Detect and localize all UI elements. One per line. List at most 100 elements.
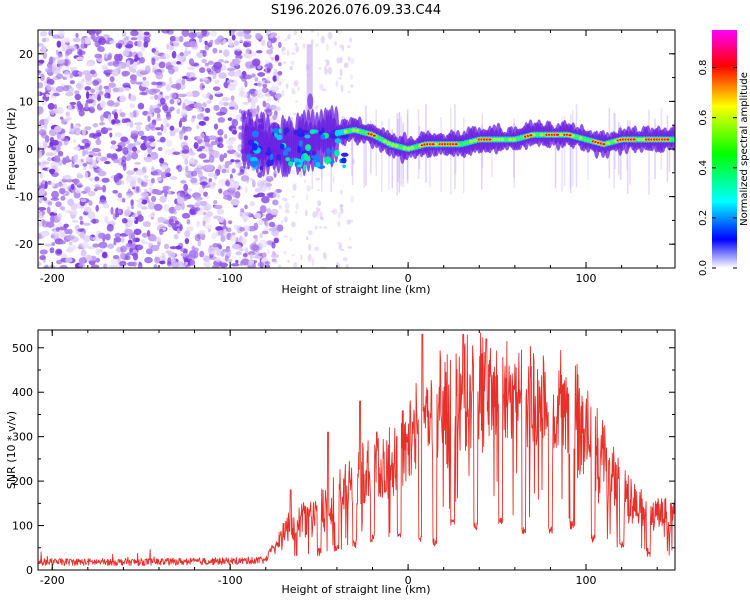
spectrogram-faint-speckle	[265, 220, 270, 229]
spectrogram-noise-speckle	[40, 45, 47, 53]
spectrogram-faint-speckle	[293, 261, 298, 268]
spectrogram-noise-speckle	[56, 249, 63, 255]
spectrogram-noise-speckle	[88, 134, 94, 139]
snr-ytick-label: 400	[12, 386, 33, 399]
spectrogram-noise-speckle	[169, 40, 173, 46]
spectrogram-noise-speckle	[134, 244, 144, 251]
spectrogram-noise-speckle	[203, 203, 212, 211]
spectrogram-noise-speckle	[45, 93, 50, 98]
spectrogram-noise-speckle	[243, 42, 252, 48]
spectrogram-faint-speckle	[273, 68, 278, 76]
spectrogram-noise-speckle	[234, 104, 239, 111]
spectrogram-noise-speckle	[181, 212, 191, 219]
spectrogram-noise-speckle	[103, 85, 110, 90]
spectrogram-faint-speckle	[337, 262, 340, 268]
spectrogram-noise-speckle	[53, 209, 58, 214]
spectrogram-noise-speckle	[38, 233, 43, 240]
spectrogram-noise-speckle	[113, 112, 118, 120]
spectrogram-noise-speckle	[91, 147, 101, 153]
spectrogram-noise-speckle	[57, 150, 64, 157]
spectrogram-noise-speckle	[52, 235, 58, 239]
spectrogram-faint-speckle	[266, 249, 270, 254]
spectrogram-noise-speckle	[242, 252, 248, 258]
spectrogram-noise-speckle	[213, 204, 223, 210]
spectrogram-noise-speckle	[150, 244, 160, 252]
spectrogram-noise-speckle	[257, 80, 262, 88]
spectrogram-noise-speckle	[46, 77, 51, 82]
spectrogram-streak	[363, 126, 365, 188]
spectrogram-noise-speckle	[135, 169, 145, 176]
spectrogram-noise-speckle	[151, 195, 157, 203]
spectrogram-noise-speckle	[167, 190, 172, 195]
spectrogram-noise-speckle	[193, 142, 199, 150]
spectrogram-tone-blob	[297, 145, 301, 154]
spectrogram-noise-speckle	[249, 201, 255, 207]
spectrogram-noise-speckle	[274, 54, 280, 62]
spectrogram-noise-speckle	[123, 208, 132, 217]
spectrogram-noise-speckle	[213, 91, 222, 95]
spectrogram-noise-speckle	[207, 227, 212, 233]
spectrogram-noise-speckle	[143, 175, 149, 179]
spectrogram-faint-speckle	[337, 30, 343, 34]
spectrogram-faint-speckle	[320, 35, 325, 44]
spectrogram-noise-speckle	[234, 244, 242, 250]
spectrogram-noise-speckle	[124, 44, 134, 49]
spectrogram-noise-speckle	[199, 250, 205, 258]
spectrogram-noise-speckle	[209, 39, 214, 45]
spectrogram-noise-speckle	[184, 158, 189, 165]
spectrogram-tone-blob	[334, 138, 342, 144]
spectrogram-faint-speckle	[268, 35, 274, 39]
spectrogram-noise-speckle	[213, 123, 219, 130]
spectrogram-noise-speckle	[165, 83, 171, 92]
spectrogram-noise-speckle	[136, 40, 142, 48]
spectrogram-noise-speckle	[169, 216, 178, 222]
spectrogram-faint-speckle	[339, 204, 344, 208]
spectrogram-noise-speckle	[117, 209, 122, 214]
spectrogram-tone-red	[529, 134, 533, 137]
spectrogram-noise-speckle	[159, 136, 166, 143]
spectrogram-noise-speckle	[241, 237, 247, 245]
spectrogram-noise-speckle	[126, 170, 135, 176]
spectrogram-noise-speckle	[153, 107, 161, 114]
spectrogram-noise-speckle	[84, 86, 92, 91]
spectrogram-noise-speckle	[237, 172, 242, 176]
spectrogram-noise-speckle	[127, 217, 136, 222]
snr-line-area	[38, 332, 675, 567]
spectrogram-noise-speckle	[150, 188, 160, 195]
spectrogram-noise-speckle	[84, 142, 91, 148]
spectrogram-noise-speckle	[98, 232, 106, 239]
spectrogram-noise-speckle	[250, 177, 254, 182]
spectrogram-faint-speckle	[289, 65, 293, 71]
spectrogram-faint-speckle	[310, 38, 314, 46]
spectrogram-noise-speckle	[171, 50, 177, 59]
spectrogram-noise-speckle	[149, 142, 157, 147]
spectrogram-streak	[491, 129, 493, 177]
spectrogram-tone-red	[555, 133, 560, 136]
spectrogram-noise-speckle	[235, 182, 240, 189]
spectrogram-faint-speckle	[307, 230, 313, 236]
spectrogram-tone-green	[508, 137, 513, 142]
spectrogram-noise-speckle	[83, 206, 92, 213]
spectrogram-noise-speckle	[202, 102, 207, 108]
spectrogram-faint-speckle	[343, 62, 348, 69]
spectrogram-tone-green	[578, 136, 583, 140]
spectrogram-noise-speckle	[92, 218, 97, 224]
spectrogram-noise-speckle	[53, 125, 62, 133]
spectrogram-noise-speckle	[97, 168, 103, 172]
spectrogram-noise-speckle	[60, 133, 66, 140]
spectrogram-noise-speckle	[245, 211, 252, 217]
spectrogram-noise-speckle	[100, 156, 108, 162]
spectrogram-faint-speckle	[271, 230, 277, 234]
spectrogram-faint-speckle	[337, 211, 341, 220]
spectrogram-tone-blob	[247, 139, 255, 146]
spectrogram-faint-speckle	[347, 45, 351, 49]
spectrogram-noise-speckle	[221, 168, 227, 174]
spectrogram-noise-speckle	[148, 122, 156, 129]
spectrogram-noise-speckle	[251, 179, 256, 188]
spectrogram-noise-speckle	[138, 261, 142, 266]
spectrogram-noise-speckle	[169, 176, 178, 181]
spectrogram-noise-speckle	[44, 243, 53, 247]
spectrogram-noise-speckle	[140, 180, 148, 188]
spectrogram-noise-speckle	[264, 102, 271, 110]
spectrogram-noise-speckle	[158, 94, 163, 99]
